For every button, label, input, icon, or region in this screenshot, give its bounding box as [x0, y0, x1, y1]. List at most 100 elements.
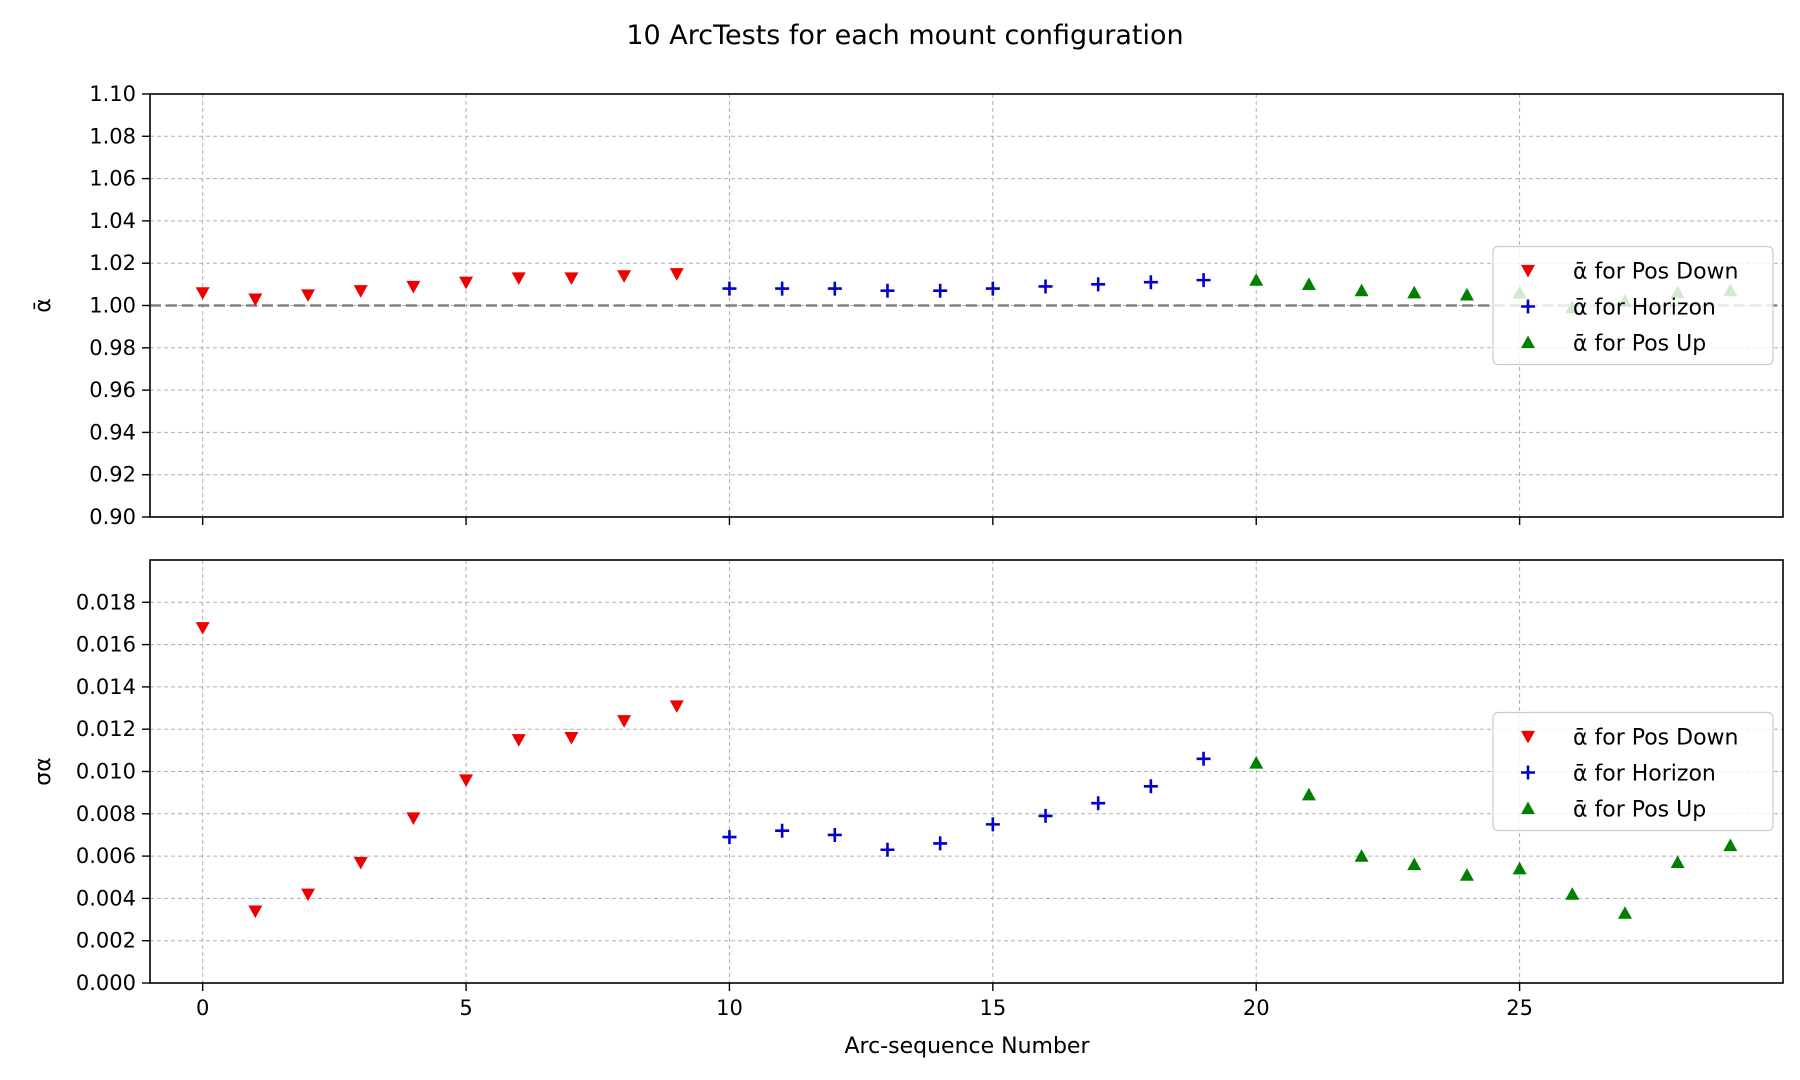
data-point	[1301, 787, 1316, 801]
data-point	[301, 888, 316, 902]
data-point	[564, 272, 579, 286]
y-tick-label: 1.06	[89, 167, 136, 191]
x-tick-label: 5	[459, 996, 472, 1020]
data-point	[1723, 838, 1738, 852]
data-point	[880, 842, 895, 857]
y-tick-label: 0.92	[89, 463, 136, 487]
y-tick-label: 0.90	[89, 505, 136, 529]
data-point	[1617, 906, 1632, 919]
data-point	[353, 856, 368, 870]
legend-label: ᾱ for Pos Up	[1573, 798, 1706, 823]
data-point	[669, 700, 684, 713]
data-point	[1459, 287, 1474, 301]
y-tick-label: 0.94	[89, 420, 136, 444]
x-tick-label: 0	[196, 996, 209, 1020]
data-point	[301, 289, 316, 302]
y-tick-label: 0.016	[76, 633, 136, 657]
y-tick-label: 0.010	[76, 760, 136, 784]
y-tick-label: 0.000	[76, 971, 136, 995]
data-point	[880, 283, 895, 298]
data-point	[827, 827, 842, 842]
legend-label: ᾱ for Pos Up	[1573, 332, 1706, 357]
legend-box	[1492, 711, 1774, 832]
y-tick-label: 0.002	[76, 929, 136, 953]
series-horizon	[722, 751, 1211, 857]
legend-marker	[1521, 299, 1535, 314]
legend-marker	[1521, 765, 1535, 780]
data-point	[459, 276, 474, 290]
panel-2: 0.000 0.002 0.004 0.006 0.008 0.010 0.012 0.014…	[31, 559, 1784, 1020]
legend-marker	[1521, 730, 1535, 744]
data-point	[1143, 275, 1158, 290]
data-point	[1143, 779, 1158, 794]
data-point	[1407, 285, 1422, 299]
data-point	[564, 732, 579, 745]
data-point	[353, 285, 368, 298]
series-up	[1249, 756, 1738, 919]
y-tick-label: 0.008	[76, 802, 136, 826]
data-point	[985, 817, 1000, 832]
data-point	[1565, 887, 1580, 900]
y-tick-label: 1.00	[89, 294, 136, 318]
data-point	[406, 280, 421, 294]
chart-title: 10 ArcTests for each mount configuration	[626, 20, 1183, 51]
data-point	[933, 836, 948, 851]
data-point	[195, 287, 210, 300]
data-point	[511, 272, 526, 286]
x-tick-label: 15	[979, 996, 1006, 1020]
data-point	[1196, 751, 1211, 766]
series-down	[195, 622, 684, 919]
data-point	[669, 268, 684, 281]
data-point	[459, 774, 474, 787]
series-horizon	[722, 273, 1211, 298]
x-tick-label: 20	[1243, 996, 1270, 1020]
data-point	[985, 281, 1000, 296]
data-point	[1407, 857, 1422, 871]
data-point	[1512, 861, 1527, 875]
legend-marker	[1521, 264, 1535, 278]
data-point	[933, 283, 948, 298]
series-down	[195, 268, 684, 307]
data-point	[1038, 279, 1053, 294]
data-point	[827, 281, 842, 296]
data-point	[1459, 868, 1474, 881]
data-point	[511, 734, 526, 747]
y-tick-label: 0.006	[76, 844, 136, 868]
y-tick-label: 1.10	[89, 82, 136, 106]
legend-label: ᾱ for Horizon	[1573, 762, 1716, 787]
legend-label: ᾱ for Horizon	[1573, 296, 1716, 321]
data-point	[1354, 849, 1369, 862]
legend-marker	[1521, 801, 1535, 815]
data-point	[722, 830, 737, 845]
data-point	[775, 281, 790, 296]
data-point	[1091, 796, 1106, 811]
data-point	[617, 715, 632, 728]
data-point	[406, 812, 421, 826]
data-point	[1196, 273, 1211, 288]
data-point	[1301, 277, 1316, 290]
y-tick-label: 0.004	[76, 886, 136, 910]
data-point	[248, 905, 263, 919]
y-tick-label: 0.018	[76, 590, 136, 614]
legend: ᾱ for Pos Down ᾱ for Horizon ᾱ for Pos Up	[1492, 711, 1774, 832]
y-tick-label: 0.012	[76, 717, 136, 741]
data-point	[775, 823, 790, 838]
legend-marker	[1521, 335, 1535, 349]
data-point	[617, 270, 632, 283]
data-point	[248, 293, 263, 307]
data-point	[1091, 277, 1106, 292]
x-tick-label: 10	[716, 996, 743, 1020]
legend-label: ᾱ for Pos Down	[1573, 260, 1738, 285]
y-tick-label: 1.04	[89, 209, 136, 233]
data-point	[1038, 808, 1053, 823]
panel-1: 0.90 0.92 0.94 0.96 0.98 1.00 1.02 1.04 1.06 1.08…	[31, 82, 1784, 529]
legend: ᾱ for Pos Down ᾱ for Horizon ᾱ for Pos Up	[1492, 245, 1774, 366]
y-axis-label: σα	[31, 757, 56, 785]
data-point	[1249, 273, 1264, 286]
data-point	[1670, 855, 1685, 869]
panels: 0.90 0.92 0.94 0.96 0.98 1.00 1.02 1.04 1.06 1.08…	[31, 82, 1784, 1020]
y-axis-label: ᾱ	[31, 298, 56, 313]
x-axis-label: Arc-sequence Number	[844, 1034, 1090, 1059]
data-point	[195, 622, 210, 635]
